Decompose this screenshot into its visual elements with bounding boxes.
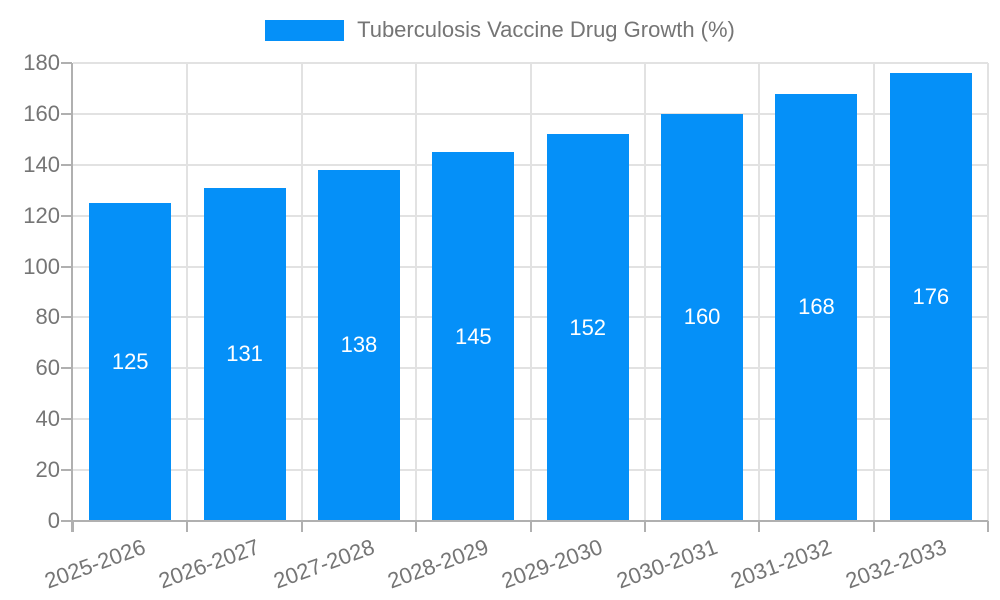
- y-tick-label: 160: [23, 100, 60, 126]
- x-tick-label: 2027-2028: [270, 534, 378, 594]
- y-tick-label: 60: [35, 355, 60, 381]
- y-tick: [61, 62, 72, 64]
- x-gridline: [529, 63, 532, 521]
- x-tick: [186, 521, 189, 532]
- x-tick-label: 2032-2033: [841, 534, 950, 594]
- x-gridline: [758, 63, 761, 521]
- y-tick-label: 0: [47, 508, 60, 533]
- x-tick: [72, 521, 74, 532]
- y-tick: [61, 214, 72, 217]
- legend[interactable]: Tuberculosis Vaccine Drug Growth (%): [0, 16, 1000, 44]
- x-tick-label: 2029-2030: [498, 534, 607, 594]
- bar-value-label: 138: [340, 332, 378, 358]
- y-tick: [61, 112, 72, 115]
- legend-label: Tuberculosis Vaccine Drug Growth (%): [357, 17, 735, 42]
- x-gridline: [415, 63, 418, 521]
- legend-swatch: [265, 19, 345, 41]
- x-gridline: [300, 63, 303, 521]
- y-tick-label: 140: [23, 151, 60, 177]
- bar-2025-2026: [89, 202, 172, 521]
- bar-2026-2027: [203, 187, 286, 521]
- bar-2029-2030: [546, 134, 629, 521]
- x-tick: [415, 521, 418, 532]
- y-tick-label: 40: [35, 406, 60, 432]
- y-tick: [61, 316, 72, 319]
- bar-2028-2029: [432, 152, 515, 521]
- x-gridline: [186, 63, 189, 521]
- x-tick-label: 2030-2031: [613, 534, 721, 594]
- bar-value-label: 125: [111, 348, 149, 374]
- x-gridline: [643, 63, 646, 521]
- x-tick-label: 2031-2032: [727, 534, 835, 594]
- bar-2030-2031: [661, 113, 744, 521]
- y-tick: [61, 163, 72, 166]
- y-tick-label: 100: [23, 253, 60, 279]
- x-tick: [300, 521, 303, 532]
- bar-value-label: 176: [912, 284, 950, 310]
- x-gridline: [987, 63, 989, 521]
- x-tick-label: 2025-2026: [41, 534, 149, 594]
- x-tick: [529, 521, 532, 532]
- x-tick-label: 2028-2029: [384, 534, 492, 594]
- bar-value-label: 145: [454, 323, 492, 349]
- bar-value-label: 152: [569, 314, 607, 340]
- bar-value-label: 168: [798, 294, 835, 320]
- y-tick: [61, 418, 72, 421]
- y-tick: [61, 265, 72, 268]
- x-axis-line: [61, 520, 988, 522]
- y-axis-line: [71, 63, 73, 532]
- y-tick: [61, 469, 72, 472]
- y-tick-label: 20: [35, 457, 60, 483]
- x-tick: [987, 521, 989, 532]
- bar-2031-2032: [775, 93, 858, 521]
- y-tick-label: 120: [23, 202, 60, 228]
- x-gridline: [872, 63, 875, 521]
- bar-value-label: 160: [683, 304, 721, 330]
- y-tick-label: 180: [23, 50, 60, 75]
- y-tick: [61, 367, 72, 370]
- y-tick-label: 80: [35, 304, 60, 330]
- x-tick: [643, 521, 646, 532]
- x-tick-label: 2026-2027: [155, 534, 264, 594]
- bar-2032-2033: [889, 73, 972, 521]
- bar-value-label: 131: [226, 341, 263, 367]
- bar-2027-2028: [317, 169, 400, 521]
- x-tick: [872, 521, 875, 532]
- x-tick: [758, 521, 761, 532]
